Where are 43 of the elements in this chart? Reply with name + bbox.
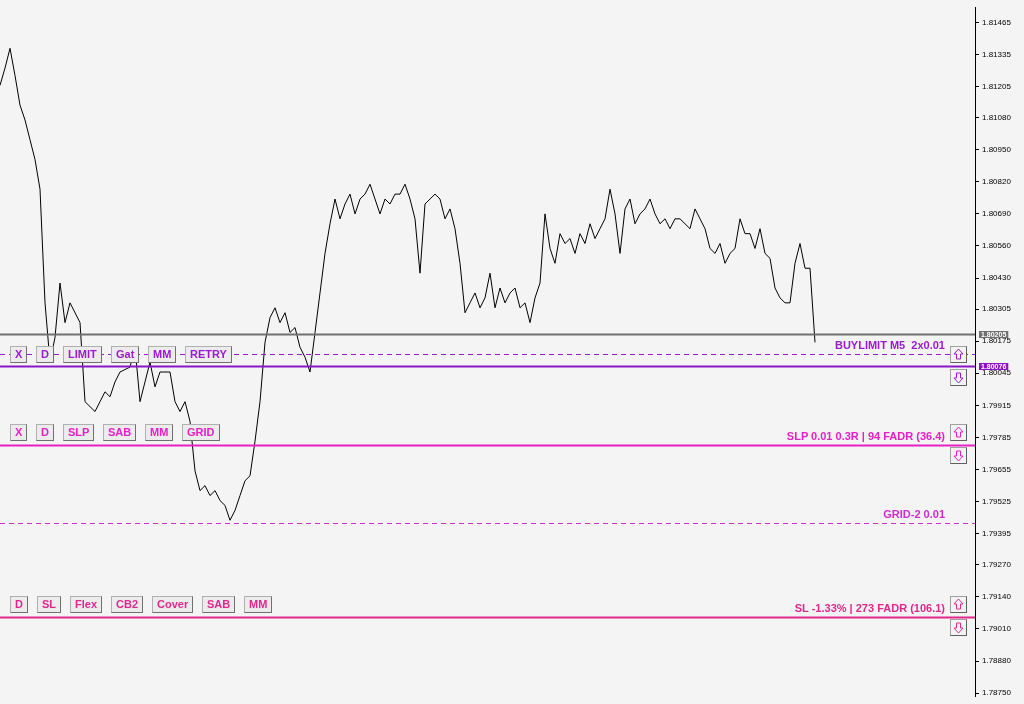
ref-line-label: SLP 0.01 0.3R | 94 FADR (36.4): [786, 430, 946, 443]
y-tick-label: 1.79915: [982, 400, 1012, 410]
y-tick-label: 1.81465: [982, 17, 1012, 27]
button: GRID: [182, 423, 220, 441]
button: SL: [37, 595, 62, 613]
y-tick-label: 1.81205: [982, 81, 1012, 91]
button: Cover: [152, 595, 194, 613]
y-tick-label: 1.79525: [982, 496, 1012, 506]
y-tick-label: 1.80690: [982, 209, 1012, 219]
button: SAB: [103, 423, 137, 441]
y-tick-label: 1.81080: [982, 112, 1012, 122]
button: MM: [148, 345, 177, 363]
button: X: [10, 423, 28, 441]
y-tick-label: 1.80950: [982, 144, 1012, 154]
y-tick-label: 1.80560: [982, 241, 1012, 251]
button: SAB: [202, 595, 236, 613]
button: D: [36, 423, 54, 441]
y-tick-label: 1.79395: [982, 529, 1012, 539]
y-tick-label: 1.79010: [982, 624, 1012, 634]
y-tick-label: 1.79655: [982, 464, 1012, 474]
button: D: [36, 345, 54, 363]
button: Gat: [111, 345, 140, 363]
y-tick-label: 1.79140: [982, 592, 1012, 602]
button: D: [10, 595, 28, 613]
y-tick-label: 1.80305: [982, 304, 1012, 314]
y-tick-label: 1.79270: [982, 559, 1012, 569]
y-tick-label: 1.78750: [982, 688, 1012, 698]
ref-line-label: SL -1.33% | 273 FADR (106.1): [794, 602, 946, 615]
button: CB2: [111, 595, 143, 613]
y-tick-label: 1.80430: [982, 273, 1012, 283]
y-tick-label: 1.78880: [982, 656, 1012, 666]
button: Flex: [70, 595, 102, 613]
button: LIMIT: [63, 345, 102, 363]
button: X: [10, 345, 28, 363]
button: MM: [145, 423, 174, 441]
button: SLP: [63, 423, 95, 441]
ref-line-label: GRID-2 0.01: [883, 508, 945, 521]
button: RETRY: [185, 345, 232, 363]
ref-line-label: BUYLIMIT M5 2x0.01: [834, 339, 945, 352]
y-tick-label: 1.79785: [982, 432, 1012, 442]
button: MM: [244, 595, 273, 613]
y-tick-label: 1.81335: [982, 49, 1012, 59]
y-tick-label: 1.80820: [982, 176, 1012, 186]
